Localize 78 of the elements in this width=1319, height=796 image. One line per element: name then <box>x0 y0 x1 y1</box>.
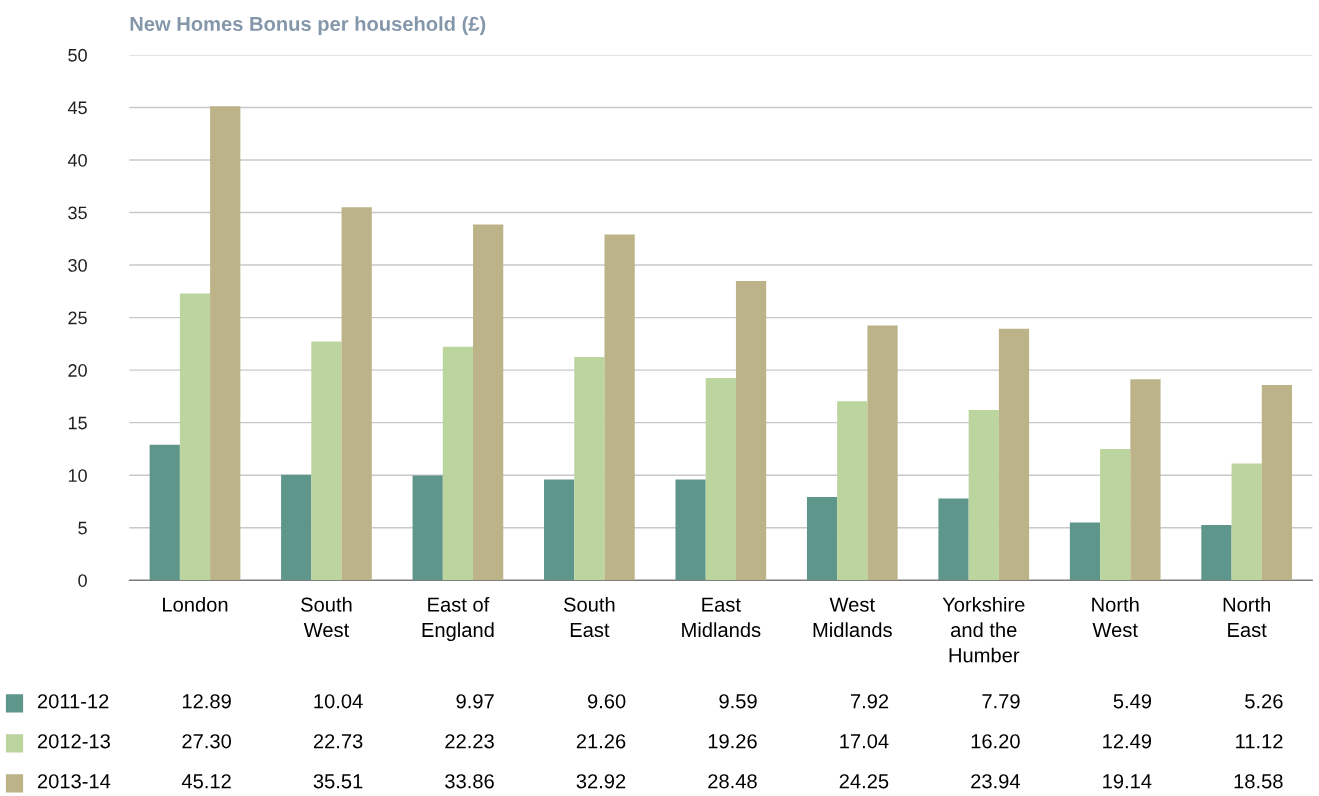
data-label: 22.73 <box>313 734 363 749</box>
bar <box>1201 525 1232 581</box>
x-tick-label: West Midlands <box>813 597 892 638</box>
bar <box>806 497 838 581</box>
legend-label: 2012-13 <box>37 734 110 749</box>
data-label: 19.26 <box>708 734 757 749</box>
data-label: 23.94 <box>971 774 1020 789</box>
data-label: 17.04 <box>840 734 889 749</box>
bar <box>179 293 211 581</box>
x-tick-label: North East <box>1223 596 1270 638</box>
data-label: 24.25 <box>839 774 889 789</box>
chart-title: New Homes Bonus per household (£) <box>130 16 486 36</box>
y-tick-label: 40 <box>67 153 87 167</box>
bar <box>281 474 312 581</box>
y-tick-label: 45 <box>67 101 87 115</box>
y-tick-label: 15 <box>68 416 87 430</box>
y-tick-label: 30 <box>68 259 87 272</box>
data-label: 19.14 <box>1103 774 1152 789</box>
y-tick-label: 20 <box>68 364 87 377</box>
data-label: 16.20 <box>971 734 1020 749</box>
data-label: 9.97 <box>456 694 494 709</box>
bar <box>837 401 868 581</box>
y-tick-label: 0 <box>78 574 87 587</box>
data-label: 5.26 <box>1245 694 1283 709</box>
data-label: 7.79 <box>982 694 1020 709</box>
data-label: 9.59 <box>719 694 757 709</box>
x-tick-label: South East <box>563 596 615 638</box>
y-tick-label: 35 <box>68 206 87 220</box>
data-label: 22.23 <box>445 734 494 749</box>
data-label: 28.48 <box>708 774 757 789</box>
bar <box>412 475 443 581</box>
bar <box>938 498 969 581</box>
data-label: 21.26 <box>576 734 626 749</box>
bar <box>968 410 999 581</box>
legend-label: 2013-14 <box>37 774 111 789</box>
data-label: 12.89 <box>182 694 231 709</box>
y-tick-label: 5 <box>78 521 87 535</box>
bar <box>1261 385 1293 581</box>
x-tick-label: East of England <box>422 596 494 642</box>
legend-label: 2011-12 <box>37 694 109 709</box>
bar <box>998 328 1030 581</box>
y-tick-label: 50 <box>68 48 87 62</box>
data-label: 18.58 <box>1234 774 1283 789</box>
y-tick-label: 10 <box>68 469 87 482</box>
bar <box>544 479 575 581</box>
bar <box>1069 522 1101 581</box>
x-tick-label: East Midlands <box>682 597 761 638</box>
data-label: 12.49 <box>1103 734 1152 749</box>
y-tick-label: 25 <box>68 311 87 325</box>
data-label: 10.04 <box>314 694 363 709</box>
bar <box>574 356 605 581</box>
x-tick-label: North West <box>1092 596 1139 638</box>
data-label: 5.49 <box>1113 694 1152 709</box>
data-label: 9.60 <box>587 694 626 709</box>
data-label: 45.12 <box>181 774 231 789</box>
bar <box>473 224 504 581</box>
bar <box>604 234 635 581</box>
bar <box>735 281 767 581</box>
data-label: 33.86 <box>445 774 494 789</box>
data-label: 32.92 <box>576 774 626 789</box>
bar <box>1100 449 1131 581</box>
data-label: 35.51 <box>313 774 363 789</box>
data-label: 7.92 <box>850 694 889 709</box>
bar <box>210 106 241 581</box>
bar <box>1231 463 1262 581</box>
bar <box>442 346 474 581</box>
x-tick-label: South West <box>301 596 352 638</box>
data-label: 11.12 <box>1236 734 1283 749</box>
x-tick-label: London <box>163 596 228 612</box>
data-label: 27.30 <box>182 734 232 749</box>
bar <box>1130 379 1161 581</box>
bar <box>675 479 706 581</box>
x-tick-label: Yorkshire and the Humber <box>942 596 1025 663</box>
bar <box>149 444 180 581</box>
bar <box>705 377 736 581</box>
bar <box>341 207 372 581</box>
bar <box>311 341 342 581</box>
bar <box>867 325 898 581</box>
